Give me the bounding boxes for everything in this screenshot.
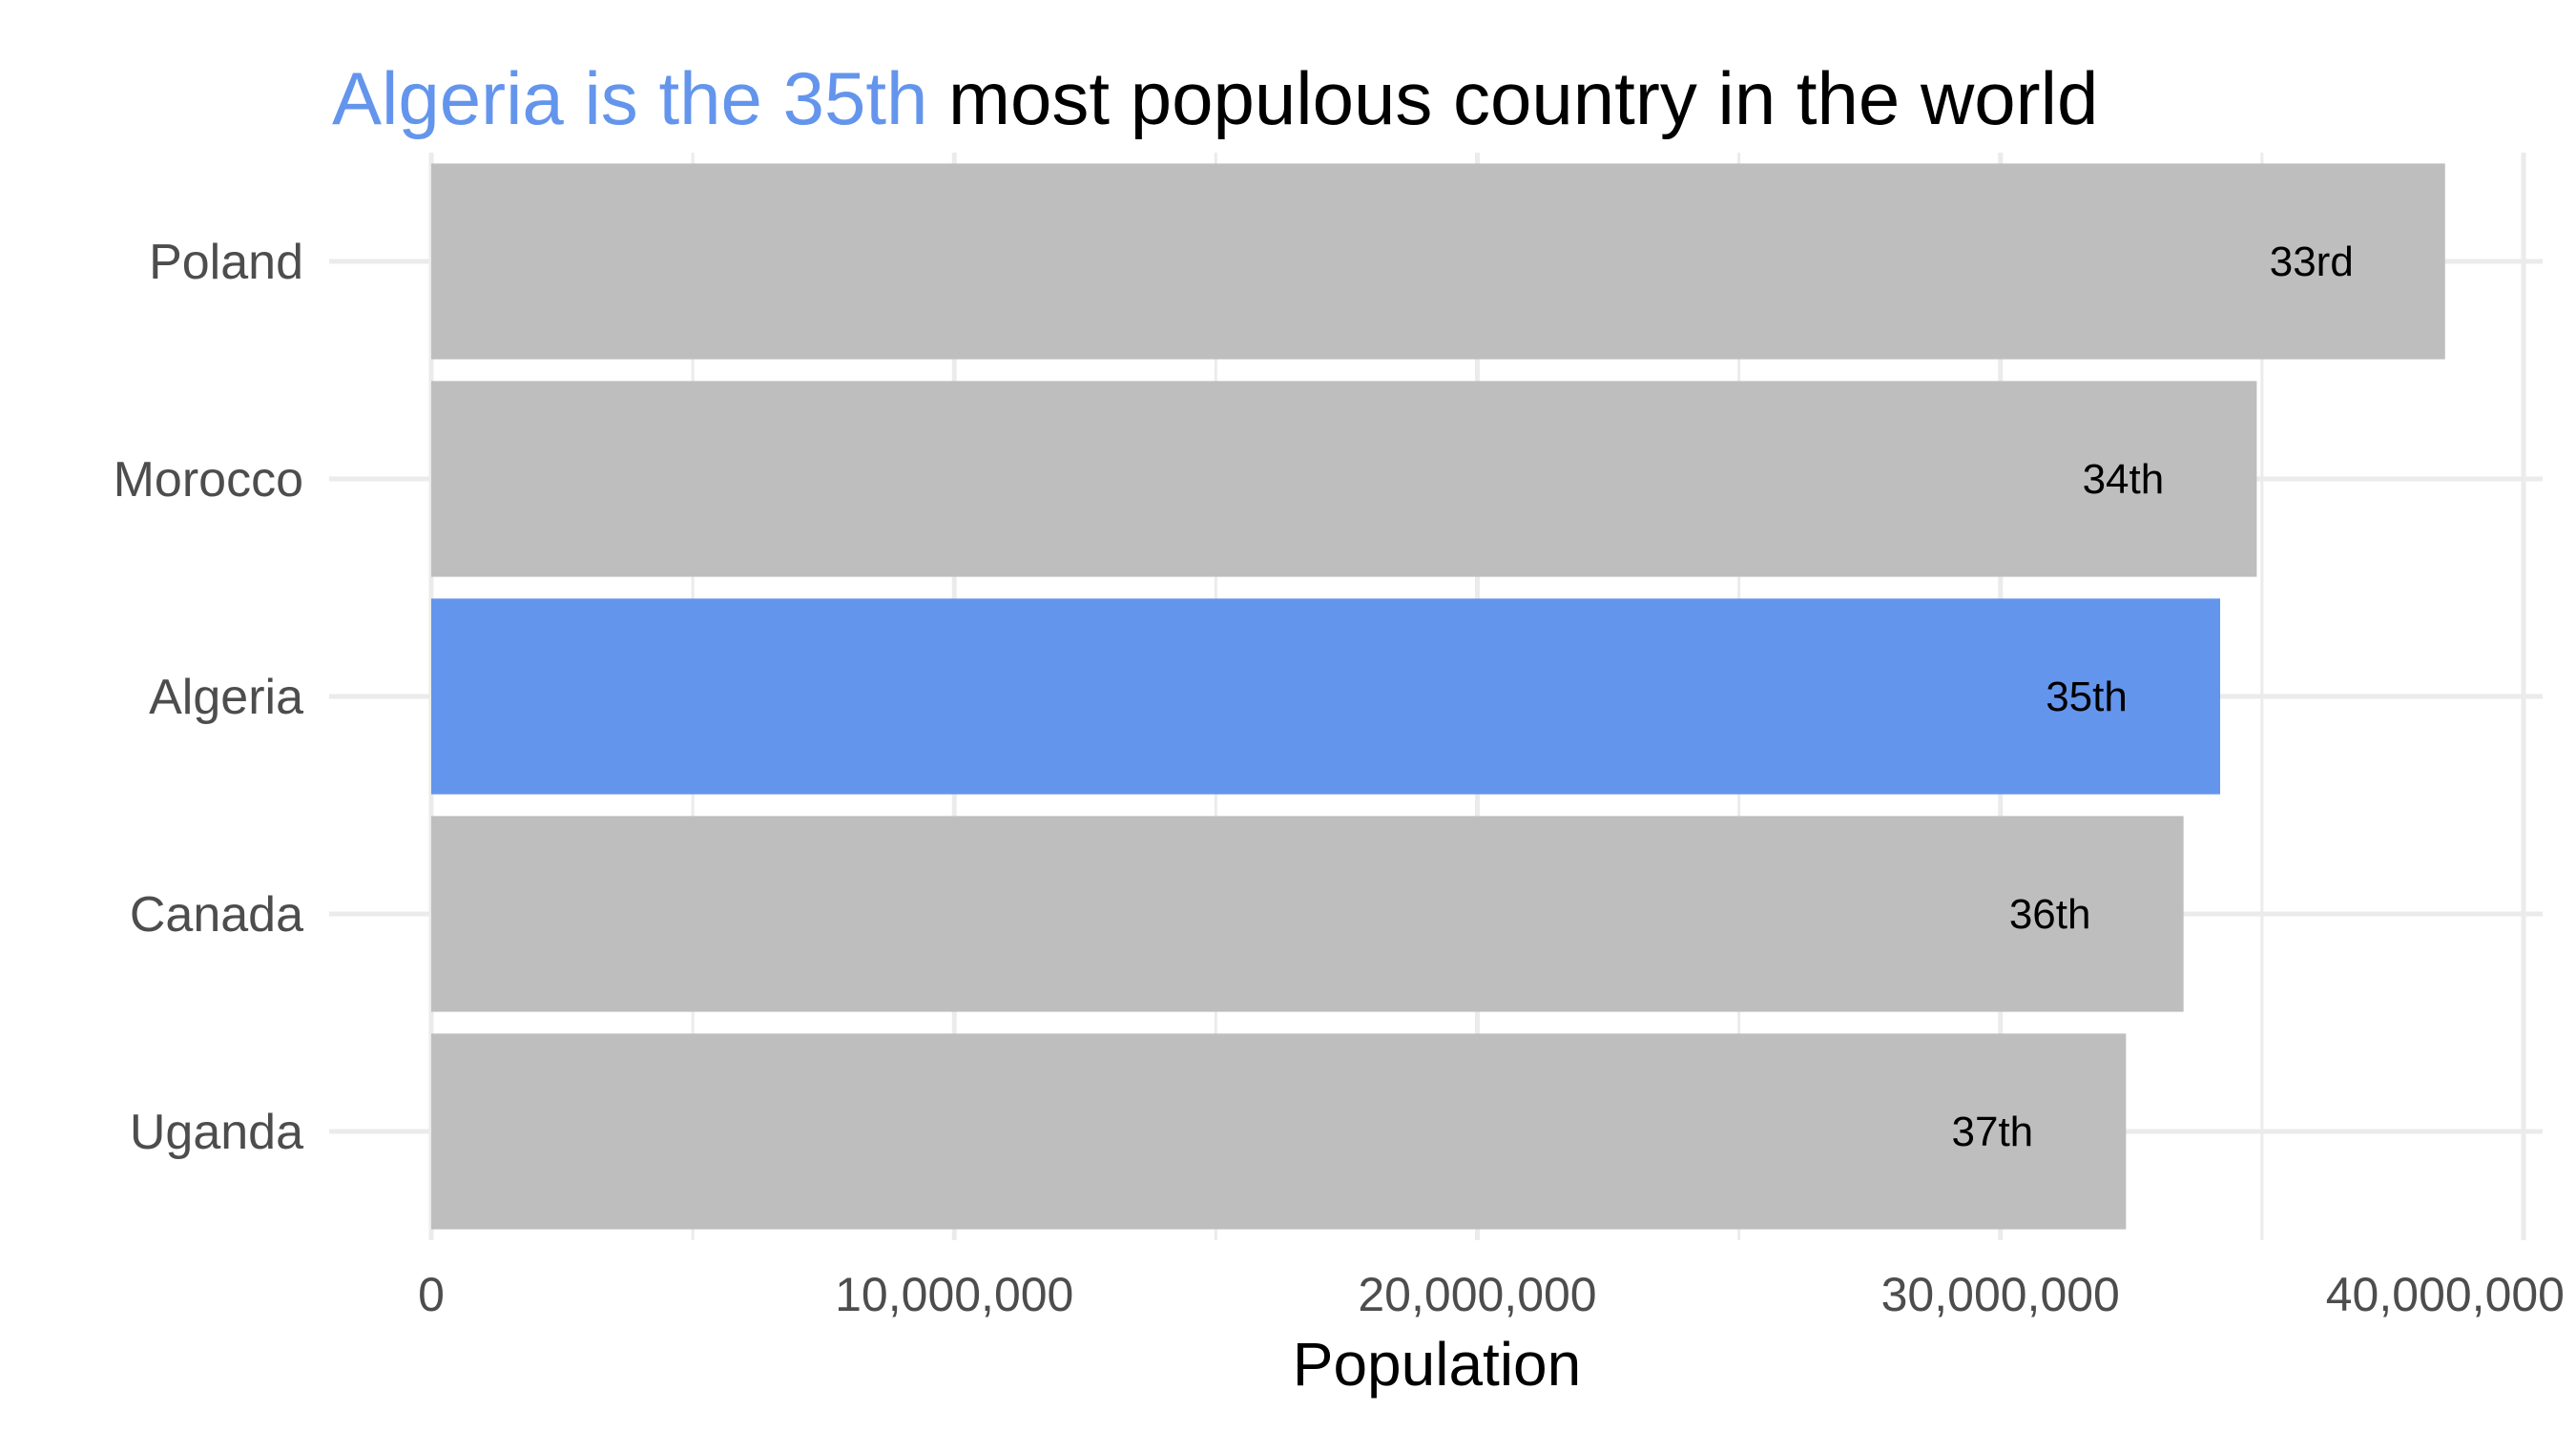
bars: 33rd 34th 35th 36th 37th <box>431 163 2445 1230</box>
data-label-algeria: 35th <box>2046 674 2128 720</box>
bar-morocco <box>431 381 2257 577</box>
x-tick-label: 20,000,000 <box>1358 1268 1596 1321</box>
chart-title-highlight: Algeria is the 35th <box>332 56 927 140</box>
bar-poland <box>431 163 2445 360</box>
category-label-uganda: Uganda <box>130 1105 303 1160</box>
bar-algeria <box>431 598 2221 795</box>
data-label-morocco: 34th <box>2083 456 2165 503</box>
chart-title: Algeria is the 35th most populous countr… <box>332 56 2098 140</box>
category-label-canada: Canada <box>130 887 303 943</box>
x-tick-labels: 0 10,000,000 20,000,000 30,000,000 40,000,00… <box>418 1268 2565 1321</box>
category-label-poland: Poland <box>149 235 303 290</box>
category-label-morocco: Morocco <box>114 452 303 508</box>
x-tick-label: 0 <box>418 1268 445 1321</box>
data-label-canada: 36th <box>2009 891 2091 938</box>
bar-canada <box>431 816 2184 1012</box>
x-tick-label: 10,000,000 <box>835 1268 1073 1321</box>
data-label-poland: 33rd <box>2270 238 2354 285</box>
bar-uganda <box>431 1033 2127 1230</box>
x-tick-label: 40,000,000 <box>2326 1268 2565 1321</box>
data-label-uganda: 37th <box>1952 1109 2034 1155</box>
category-label-algeria: Algeria <box>149 670 303 725</box>
x-axis-title: Population <box>1293 1330 1581 1399</box>
category-labels: Poland Morocco Algeria Canada Uganda <box>114 235 303 1160</box>
x-tick-label: 30,000,000 <box>1881 1268 2120 1321</box>
chart-title-rest: most populous country in the world <box>927 56 2098 140</box>
